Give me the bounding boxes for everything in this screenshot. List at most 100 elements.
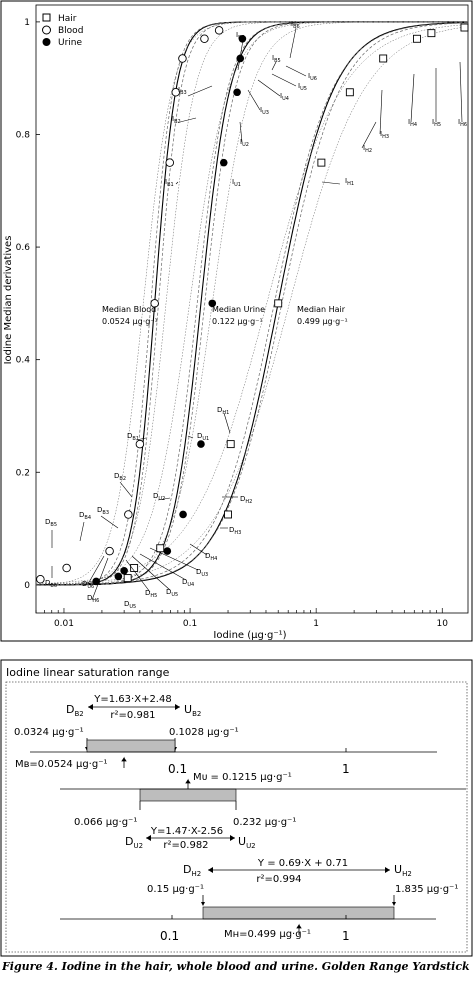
y-tick-label: 0.2 [16, 468, 30, 478]
data-point-hair [413, 34, 421, 43]
data-point-urine [238, 34, 247, 43]
hair-low-value: 0.15 µg·g⁻¹ [147, 884, 204, 895]
median-hair-value: 0.499 µg·g⁻¹ [297, 317, 348, 326]
point-labels: IB6 IB4 IB5 IB3 IB2 IB1 IU6 IU5 IU4 IU3 … [45, 20, 467, 610]
blood-range-bar [86, 739, 176, 753]
data-point-hair [317, 158, 326, 167]
label-ih5: IH5 [432, 118, 441, 128]
label-db5: DB5 [45, 518, 57, 528]
data-point-urine [208, 299, 217, 308]
x-tick-label: 0.1 [183, 619, 197, 629]
hair-r2: r²=0.994 [256, 874, 301, 885]
y-axis-label: Iodine Median derivatives [3, 236, 14, 365]
data-point-blood [171, 88, 181, 97]
legend-hair-label: Hair [58, 14, 77, 24]
data-point-urine [197, 440, 205, 448]
saturation-panel-title: Iodine linear saturation range [6, 666, 170, 679]
urine-equation: Y=1.47·X-2.56 [150, 826, 223, 837]
data-point-hair [224, 510, 232, 519]
data-point-blood [165, 158, 174, 167]
label-iu2: IU2 [240, 138, 249, 148]
median-blood-label: Median Blood [102, 305, 156, 314]
hair-range-bar [202, 906, 395, 920]
label-du5-b: DU5 [124, 600, 136, 610]
label-db6: DB6 [45, 579, 57, 589]
label-iu1: IU1 [232, 178, 241, 188]
label-du2: DU2 [153, 492, 165, 502]
y-tick-label: 0 [24, 581, 30, 591]
median-blood-value: 0.0524 µg·g⁻¹ [102, 317, 158, 326]
label-ib5: IB5 [272, 54, 281, 64]
label-dh3: DH3 [229, 526, 241, 536]
data-point-blood [200, 34, 209, 44]
legend-urine-marker [42, 38, 51, 46]
blood-r2: r²=0.981 [110, 710, 155, 721]
label-iu4: IU4 [280, 92, 289, 102]
label-db2: DB2 [114, 472, 126, 482]
median-urine-value: 0.122 µg·g⁻¹ [212, 317, 263, 326]
series-markers [36, 23, 469, 586]
y-tick-label: 0.6 [16, 243, 31, 253]
y-tick-label: 0.8 [16, 130, 31, 140]
label-ih2: IH2 [363, 144, 372, 154]
curves [35, 21, 468, 586]
label-dh2: DH2 [240, 495, 252, 505]
hair-median: Mʜ=0.499 µg·g⁻¹ [224, 929, 311, 940]
x-tick-label: 0.01 [54, 619, 74, 629]
data-point-blood [124, 510, 133, 519]
urine-median: Mᴜ = 0.1215 µg·g⁻¹ [193, 772, 292, 783]
hair-equation: Y = 0.69·X + 0.71 [257, 858, 348, 869]
data-point-blood [62, 563, 71, 573]
urine-low-value: 0.066 µg·g⁻¹ [74, 817, 137, 828]
data-point-hair [156, 544, 165, 553]
data-point-blood [105, 546, 114, 556]
label-dh5: DH5 [145, 589, 157, 599]
median-hair-label: Median Hair [297, 305, 346, 314]
label-ib1: IB1 [165, 178, 174, 188]
fit-curve-hair [35, 24, 468, 584]
saturation-panel-frame [0, 659, 473, 957]
x-axis-label: Iodine (µg·g⁻¹) [213, 630, 286, 641]
urine-high-value: 0.232 µg·g⁻¹ [233, 817, 296, 828]
blood-tick-1: 1 [342, 762, 350, 776]
label-du5: DU5 [166, 588, 178, 598]
label-ib4: IB4 [236, 31, 245, 41]
legend-urine-label: Urine [58, 38, 82, 48]
urine-range-row: Mᴜ = 0.1215 µg·g⁻¹ 0.066 µg·g⁻¹ 0.232 µg… [60, 772, 466, 851]
data-point-hair [226, 440, 235, 449]
median-urine-label: Median Urine [212, 305, 265, 314]
label-du1: DU1 [197, 432, 209, 442]
x-tick-label: 10 [437, 619, 449, 629]
fit-curve-hair [36, 26, 468, 585]
label-dh1: DH1 [217, 406, 229, 416]
data-point-urine [120, 566, 128, 575]
plot-area [35, 4, 469, 614]
figure-caption: Figure 4. Iodine in the hair, whole bloo… [2, 960, 472, 973]
label-ih1: IH1 [345, 177, 354, 187]
label-du4: DU4 [182, 578, 194, 588]
data-point-hair [345, 88, 354, 97]
label-ib2: IB2 [172, 115, 181, 125]
hair-range-row: DH2 UH2 Y = 0.69·X + 0.71 r²=0.994 0.15 … [60, 858, 458, 943]
saturation-panel-inner [5, 681, 468, 953]
x-ticks: 0.01 0.1 1 10 [35, 608, 449, 629]
label-du6: DU6 [82, 580, 94, 590]
hair-tick-1: 1 [342, 929, 350, 943]
data-point-blood [135, 439, 145, 449]
label-du3: DU3 [196, 568, 208, 578]
label-ih3: IH3 [380, 130, 389, 140]
urine-range-bar [139, 788, 237, 802]
hair-tick-01: 0.1 [160, 929, 179, 943]
blood-tick-01: 0.1 [168, 762, 187, 776]
fit-curve-urine [36, 21, 468, 585]
data-point-blood [36, 574, 45, 584]
top-chart-frame [0, 0, 473, 642]
data-point-blood [214, 26, 224, 35]
data-point-hair [379, 54, 388, 63]
hair-high-value: 1.835 µg·g⁻¹ [395, 884, 458, 895]
label-ih4: IH4 [408, 118, 417, 128]
label-ib6: IB6 [291, 20, 300, 30]
blood-high-value: 0.1028 µg·g⁻¹ [169, 727, 239, 738]
data-point-blood [150, 299, 159, 308]
